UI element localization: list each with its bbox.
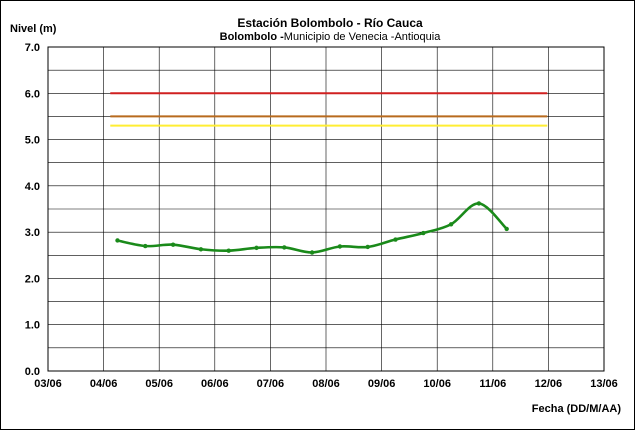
y-axis-label: Nivel (m) — [10, 23, 57, 35]
chart-subtitle-rest: Municipio de Venecia -Antioquia — [283, 31, 441, 43]
x-tick-label: 10/06 — [423, 378, 451, 390]
data-point — [365, 244, 370, 250]
x-tick-label: 09/06 — [368, 378, 396, 390]
y-tick-label: 4.0 — [25, 181, 40, 193]
data-point — [254, 245, 259, 251]
data-point — [393, 237, 398, 242]
x-tick-label: 05/06 — [145, 378, 173, 390]
chart-subtitle-bold: Bolombolo - — [219, 31, 284, 43]
data-point — [170, 242, 176, 247]
data-point — [143, 243, 148, 249]
plot-area-border — [47, 46, 605, 372]
y-tick-label: 6.0 — [25, 88, 40, 100]
x-tick-label: 06/06 — [201, 378, 229, 390]
data-point — [421, 230, 426, 236]
x-tick-label: 08/06 — [312, 378, 340, 390]
y-tick-label: 2.0 — [25, 273, 40, 285]
y-tick-label: 0.0 — [25, 366, 40, 378]
y-tick-label: 3.0 — [25, 227, 40, 239]
chart-title: Estación Bolombolo - Río Cauca — [237, 16, 423, 30]
data-point — [337, 244, 343, 249]
data-point — [282, 245, 287, 250]
data-point — [226, 248, 231, 253]
x-tick-label: 12/06 — [535, 378, 563, 390]
x-tick-label: 04/06 — [90, 378, 118, 390]
x-tick-label: 03/06 — [34, 378, 62, 390]
data-point — [115, 238, 120, 243]
y-tick-label: 5.0 — [25, 135, 40, 147]
data-point — [198, 247, 204, 252]
x-tick-label: 11/06 — [479, 378, 506, 390]
data-point — [309, 250, 315, 255]
y-tick-label: 7.0 — [25, 42, 40, 54]
y-tick-label: 1.0 — [25, 320, 40, 332]
data-point — [476, 201, 482, 206]
x-tick-label: 13/06 — [590, 378, 618, 390]
data-point — [448, 222, 454, 227]
chart-subtitle: Bolombolo -Municipio de Venecia -Antioqu… — [150, 31, 510, 43]
x-axis-label: Fecha (DD/M/AA) — [531, 403, 621, 415]
x-tick-label: 07/06 — [257, 378, 285, 390]
data-point — [504, 226, 509, 232]
series-line — [116, 202, 508, 254]
